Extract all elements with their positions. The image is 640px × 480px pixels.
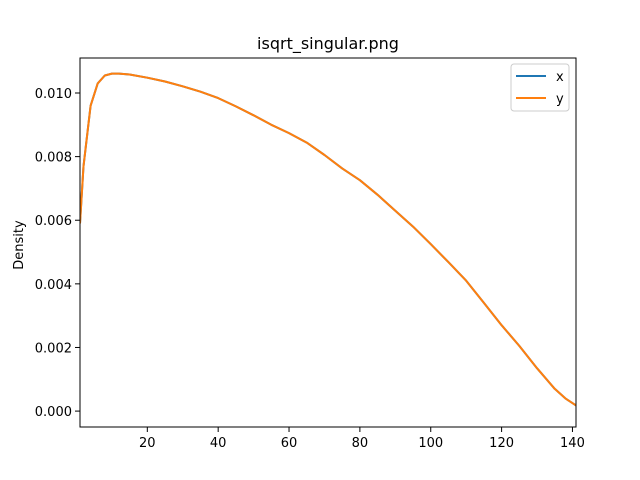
x-tick-label: 140 bbox=[560, 436, 585, 451]
y-tick-label: 0.006 bbox=[35, 214, 72, 229]
x-tick-label: 100 bbox=[418, 436, 443, 451]
y-tick-label: 0.000 bbox=[35, 405, 72, 420]
legend-label-y: y bbox=[556, 92, 564, 107]
legend: x y bbox=[510, 63, 570, 112]
y-tick-label: 0.004 bbox=[35, 278, 72, 293]
y-axis-label: Density bbox=[12, 220, 27, 270]
x-axis: 20 40 60 80 100 120 140 bbox=[139, 427, 585, 451]
chart-title: isqrt_singular.png bbox=[257, 34, 399, 54]
plot-area bbox=[80, 72, 576, 407]
legend-label-x: x bbox=[556, 70, 564, 85]
x-tick-label: 80 bbox=[352, 436, 369, 451]
axes-frame bbox=[79, 57, 577, 428]
y-tick-label: 0.010 bbox=[35, 87, 72, 102]
x-tick-label: 120 bbox=[489, 436, 514, 451]
x-tick-label: 60 bbox=[281, 436, 298, 451]
series-line-y bbox=[80, 72, 576, 407]
y-axis: 0.000 0.002 0.004 0.006 0.008 0.010 bbox=[35, 87, 80, 420]
x-tick-label: 40 bbox=[210, 436, 227, 451]
y-tick-label: 0.008 bbox=[35, 151, 72, 166]
x-tick-label: 20 bbox=[139, 436, 156, 451]
y-tick-label: 0.002 bbox=[35, 341, 72, 356]
